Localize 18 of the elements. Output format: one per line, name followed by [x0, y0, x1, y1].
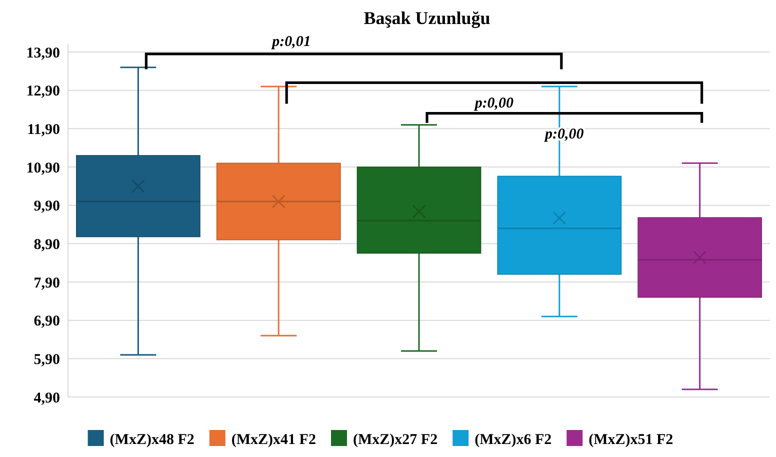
legend-label: (MxZ)x48 F2	[110, 432, 194, 448]
y-tick-label: 7,90	[34, 275, 60, 292]
y-tick-label: 5,90	[34, 352, 60, 368]
legend-label: (MxZ)x41 F2	[231, 432, 316, 448]
legend-label: (MxZ)x6 F2	[474, 432, 552, 448]
y-tick-label: 11,90	[27, 122, 60, 138]
text: p:0,01	[270, 34, 311, 50]
legend-label: (MxZ)x51 F2	[588, 432, 674, 448]
y-tick-label: 9,90	[34, 198, 60, 215]
legend-label: (MxZ)x27 F2	[353, 432, 438, 448]
y-tick-label: 8,90	[34, 236, 60, 253]
y-tick-label: 12,90	[26, 84, 60, 100]
y-tick-label: 13,90	[26, 45, 60, 62]
y-tick-label: 4,90	[34, 390, 60, 406]
y-tick-label: 10,90	[26, 160, 60, 176]
chart-title: Başak Uzunluğu	[364, 8, 490, 28]
annotation: p:0,00	[472, 96, 514, 112]
y-tick-label: 6,90	[34, 314, 60, 330]
